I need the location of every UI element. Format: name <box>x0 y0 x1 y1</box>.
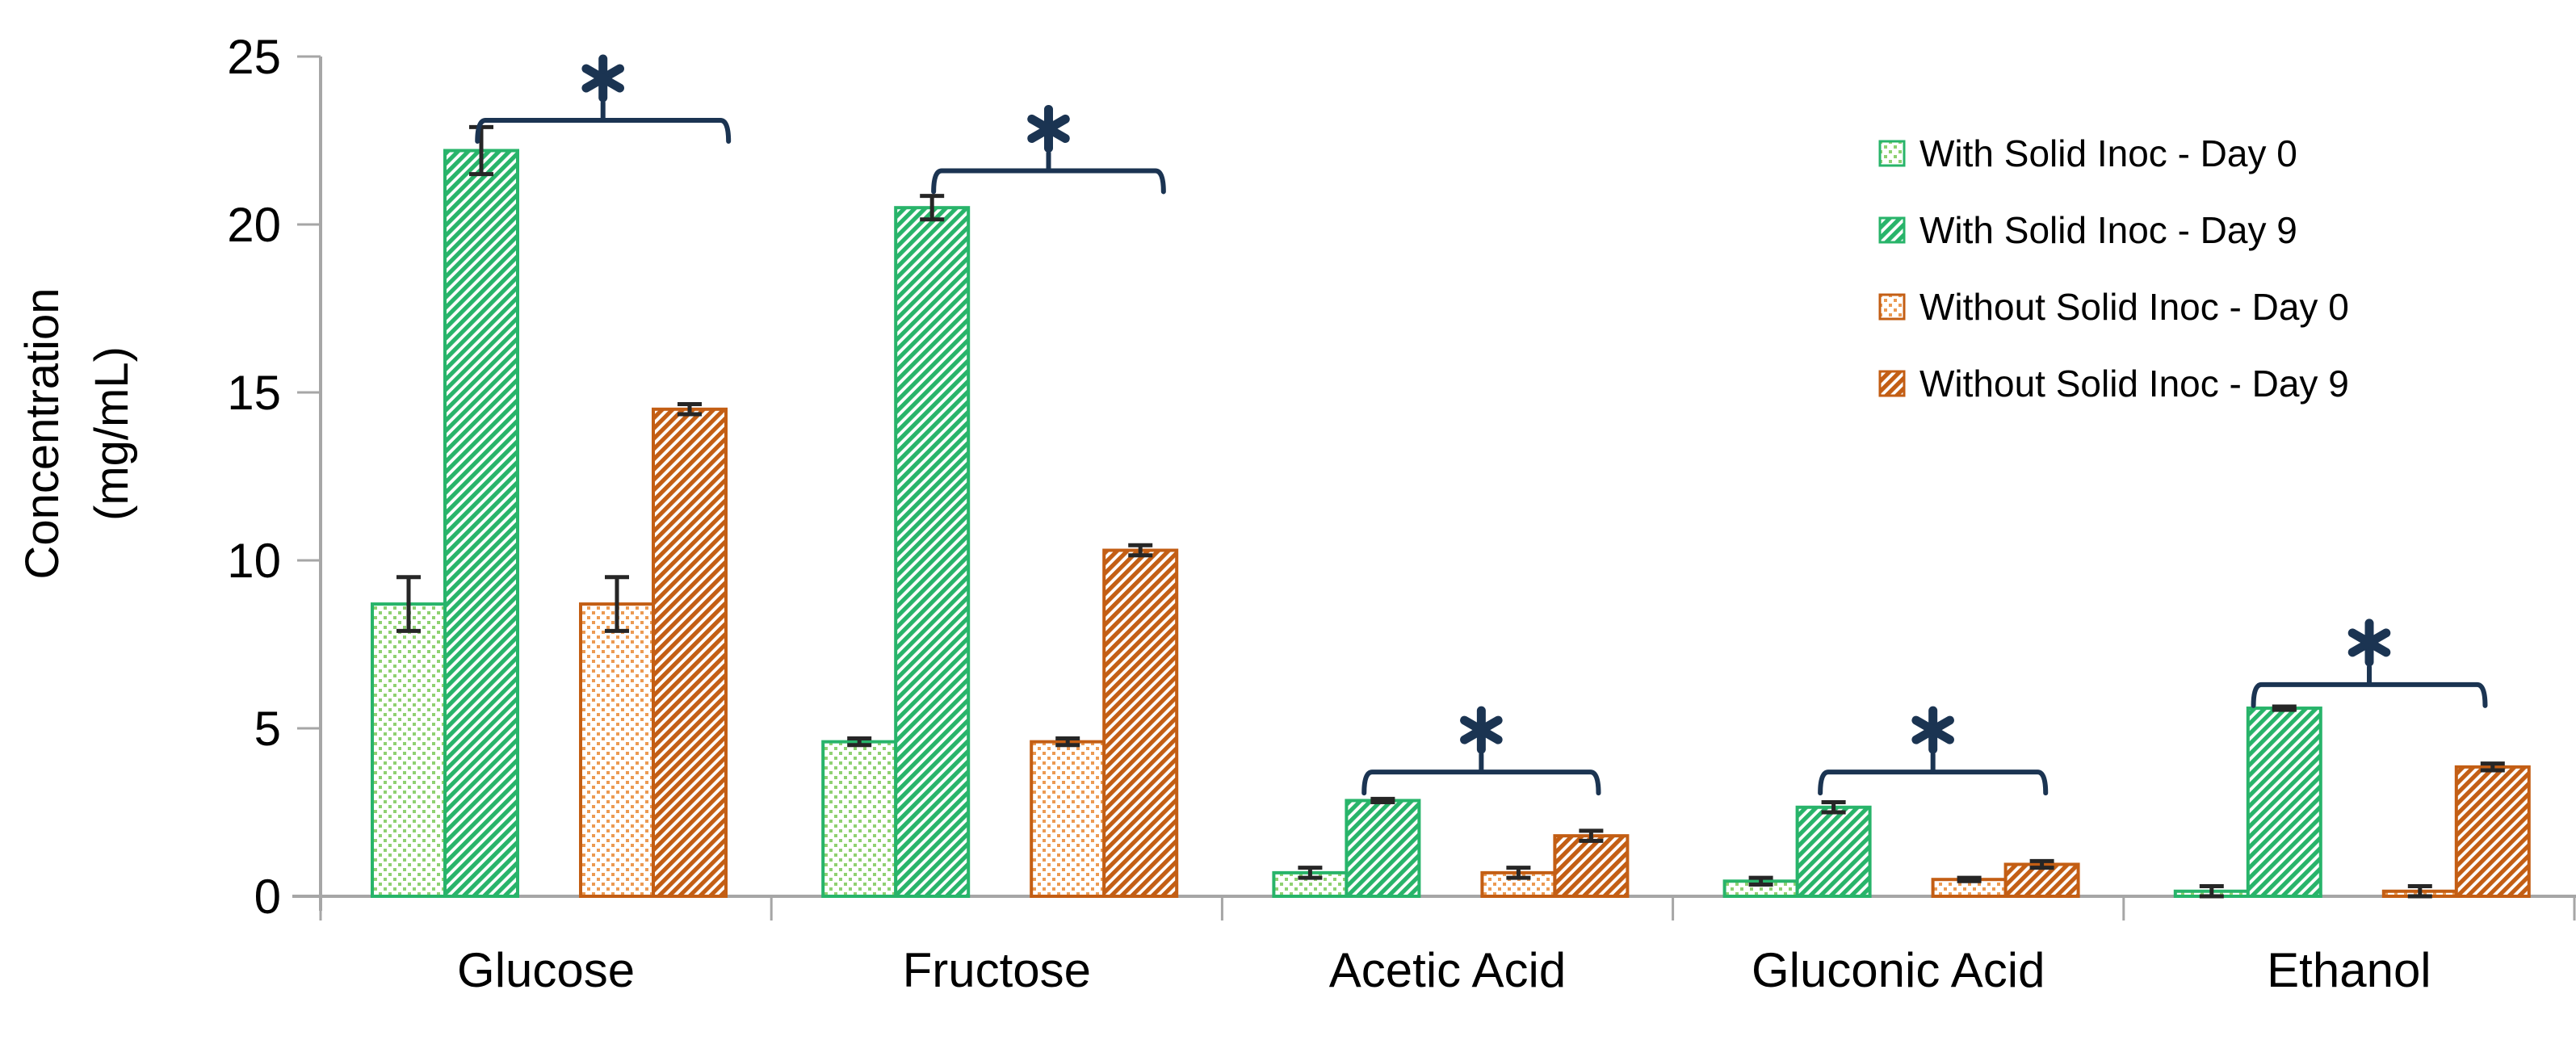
error-bar <box>678 402 702 417</box>
error-bar <box>920 194 945 222</box>
error-bar <box>2199 884 2224 899</box>
error-bar <box>396 575 421 633</box>
legend-swatch-orange-dots <box>1878 293 1906 321</box>
category-labels: Glucose Fructose Acetic Acid Gluconic Acid E… <box>457 943 2431 997</box>
y-axis-title-line1: Concentration <box>16 287 69 579</box>
bar-orange-dots-glucose <box>579 602 655 899</box>
bar-green-dots-fructose <box>821 740 898 899</box>
legend-label: Without Solid Inoc - Day 9 <box>1919 363 2349 405</box>
significance-bracket <box>1361 706 1601 796</box>
error-bar <box>1055 736 1080 748</box>
y-tick-label: 20 <box>227 198 281 252</box>
bar-green-stripes-fructose <box>894 206 971 898</box>
error-bar <box>1579 828 1604 843</box>
error-bar <box>1370 796 1395 805</box>
y-tick-label: 25 <box>227 30 281 84</box>
bars-layer <box>371 124 2531 899</box>
significance-bracket <box>2251 619 2488 708</box>
bar-orange-stripes-glucose <box>652 407 728 898</box>
legend-item: With Solid Inoc - Day 0 <box>1878 132 2349 174</box>
bar-orange-stripes-fructose <box>1102 548 1179 899</box>
significance-asterisk <box>1027 104 1070 153</box>
legend-item: Without Solid Inoc - Day 9 <box>1878 363 2349 405</box>
bar-orange-stripes-ethanol <box>2454 765 2531 899</box>
error-bar <box>605 575 629 633</box>
error-bar <box>1298 866 1323 880</box>
category-label: Fructose <box>903 943 1091 997</box>
bar-green-stripes-ethanol <box>2246 707 2322 898</box>
significance-layer <box>475 54 2488 796</box>
significance-bracket <box>475 54 732 145</box>
category-label: Acetic Acid <box>1329 943 1566 997</box>
error-bar <box>2272 704 2297 712</box>
category-label: Gluconic Acid <box>1752 943 2045 997</box>
legend: With Solid Inoc - Day 0 With Solid Inoc -… <box>1878 132 2349 442</box>
bar-green-stripes-glucose <box>443 149 519 899</box>
bar-green-dots-glucose <box>371 602 447 899</box>
error-bar <box>2480 761 2505 773</box>
legend-label: With Solid Inoc - Day 0 <box>1919 132 2297 174</box>
y-tick-label: 5 <box>254 702 281 756</box>
error-bar <box>1957 875 1982 883</box>
legend-label: With Solid Inoc - Day 9 <box>1919 209 2297 251</box>
bar-green-stripes-acetic-acid <box>1345 799 1421 898</box>
error-bar <box>847 736 872 748</box>
error-bar <box>2029 858 2054 870</box>
legend-item: With Solid Inoc - Day 9 <box>1878 209 2349 251</box>
y-axis-title-line2: (mg/mL) <box>86 346 138 521</box>
legend-item: Without Solid Inoc - Day 0 <box>1878 286 2349 328</box>
legend-swatch-green-stripes <box>1878 216 1906 244</box>
error-bar <box>1128 543 1153 558</box>
significance-asterisk <box>1460 706 1503 754</box>
category-label: Ethanol <box>2267 943 2431 997</box>
significance-asterisk <box>1911 706 1954 754</box>
error-bar <box>1506 866 1531 880</box>
bar-orange-dots-fructose <box>1030 740 1106 899</box>
error-bar <box>1748 875 1773 887</box>
y-tick-label: 10 <box>227 534 281 588</box>
category-label: Glucose <box>457 943 635 997</box>
bar-green-stripes-gluconic-acid <box>1795 805 1872 899</box>
error-bar <box>1821 800 1846 815</box>
legend-label: Without Solid Inoc - Day 0 <box>1919 286 2349 328</box>
significance-bracket <box>1818 706 2049 796</box>
y-tick-label: 15 <box>227 366 281 420</box>
error-bar <box>2407 884 2432 899</box>
significance-asterisk <box>2347 619 2391 667</box>
y-tick-label: 0 <box>254 870 281 924</box>
legend-swatch-orange-stripes <box>1878 370 1906 397</box>
bar-orange-stripes-acetic-acid <box>1553 834 1630 898</box>
legend-swatch-green-dots <box>1878 140 1906 167</box>
significance-bracket <box>931 104 1166 195</box>
significance-asterisk <box>581 54 624 103</box>
